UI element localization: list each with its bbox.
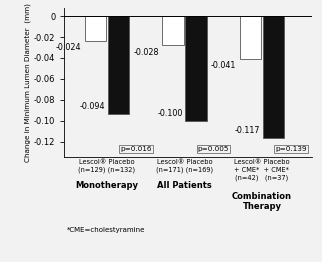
Bar [263,16,284,138]
Bar [108,16,129,114]
Text: p=0.016: p=0.016 [120,146,152,152]
Text: -0.117: -0.117 [235,126,260,135]
Text: p=0.139: p=0.139 [275,146,307,152]
Text: -0.028: -0.028 [133,47,159,57]
Text: Lescol® Placebo
+ CME*  + CME*
(n=42)   (n=37): Lescol® Placebo + CME* + CME* (n=42) (n=… [234,159,290,181]
Bar [162,16,184,45]
Text: p=0.005: p=0.005 [198,146,229,152]
Bar [185,16,207,121]
Text: Monotherapy: Monotherapy [76,181,138,190]
Text: All Patients: All Patients [157,181,212,190]
Text: Lescol® Placebo
(n=129) (n=132): Lescol® Placebo (n=129) (n=132) [79,159,136,173]
Text: -0.041: -0.041 [211,61,236,70]
Text: Lescol® Placebo
(n=171) (n=169): Lescol® Placebo (n=171) (n=169) [156,159,213,173]
Bar [240,16,261,59]
Text: -0.094: -0.094 [80,102,106,111]
Bar [85,16,106,41]
Text: Combination
Therapy: Combination Therapy [232,192,292,211]
Y-axis label: Change in Minimum Lumen Diameter  (mm): Change in Minimum Lumen Diameter (mm) [24,3,31,162]
Text: -0.100: -0.100 [157,108,183,118]
Text: -0.024: -0.024 [56,43,81,52]
Text: *CME=cholestyramine: *CME=cholestyramine [67,227,145,233]
